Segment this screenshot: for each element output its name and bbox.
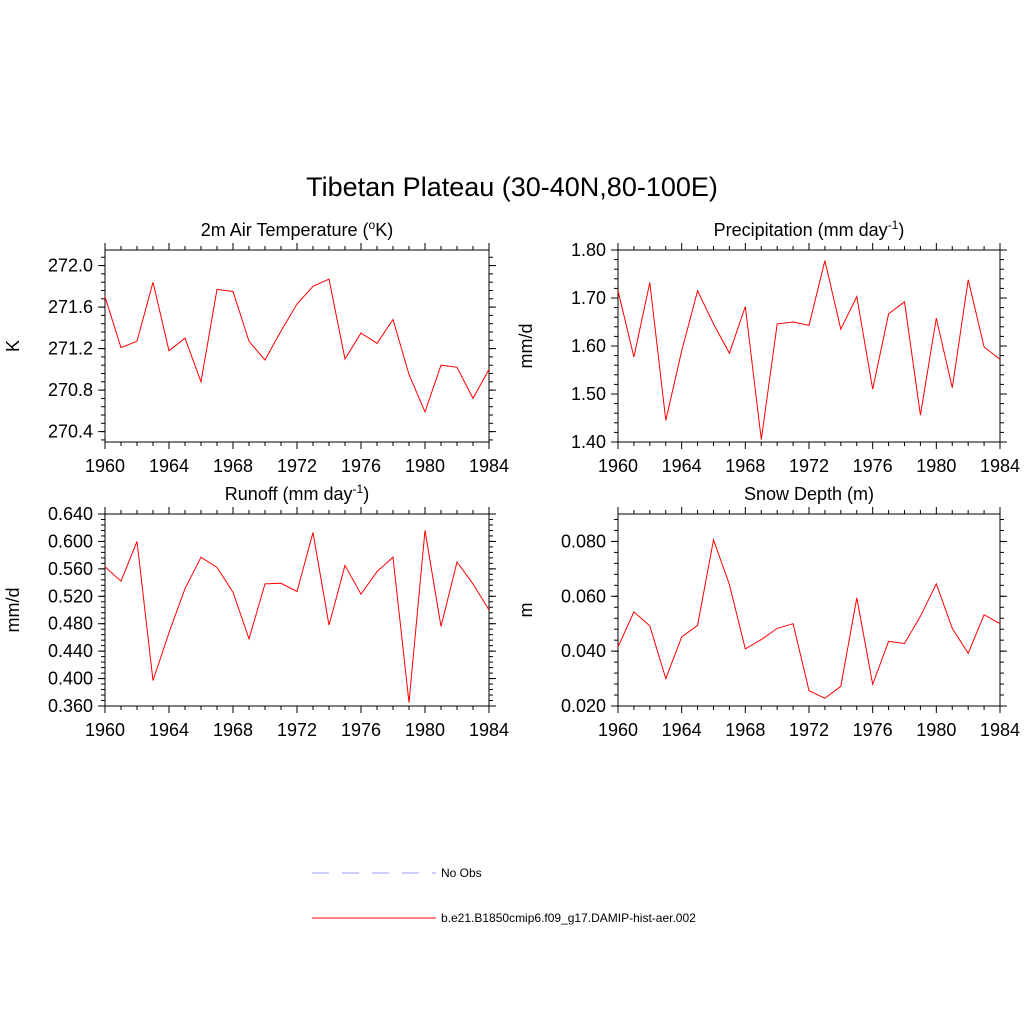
x-tick-label: 1972: [277, 456, 317, 476]
main-title: Tibetan Plateau (30-40N,80-100E): [306, 172, 718, 202]
y-tick-label: 0.600: [48, 531, 93, 551]
panels: 2m Air Temperature (oK) K 1960 1964 1968 1972…: [3, 218, 1020, 740]
y-tick-label: 270.8: [48, 380, 93, 400]
y-tick-label: 0.400: [48, 669, 93, 689]
panel-precipitation: Precipitation (mm day-1) mm/d 1960 1964 1968…: [516, 218, 1020, 476]
y-tick-label: 1.70: [571, 288, 606, 308]
x-tick-label: 1968: [725, 456, 765, 476]
x-tick-label: 1984: [469, 720, 509, 740]
y-tick-label: 1.50: [571, 384, 606, 404]
y-tick-label: 0.360: [48, 696, 93, 716]
panel-runoff: Runoff (mm day-1) mm/d 1960 1964 1968 1972 197…: [3, 482, 509, 740]
panel-title: 2m Air Temperature (oK): [201, 218, 393, 240]
panel-title: Runoff (mm day-1): [225, 482, 369, 504]
x-tick-label: 1972: [789, 456, 829, 476]
y-tick-label: 1.40: [571, 432, 606, 452]
y-tick-label: 272.0: [48, 256, 93, 276]
y-tick-label: 0.080: [561, 531, 606, 551]
x-tick-label: 1980: [916, 720, 956, 740]
y-tick-label: 0.520: [48, 586, 93, 606]
x-tick-label: 1964: [149, 720, 189, 740]
y-tick-label: 0.560: [48, 559, 93, 579]
x-tick-label: 1964: [662, 456, 702, 476]
y-tick-label: 270.4: [48, 422, 93, 442]
x-tick-label: 1960: [85, 456, 125, 476]
y-tick-label: 271.6: [48, 297, 93, 317]
x-tick-label: 1984: [469, 456, 509, 476]
x-tick-label: 1972: [789, 720, 829, 740]
y-tick-label: 0.640: [48, 504, 93, 524]
x-tick-label: 1976: [853, 720, 893, 740]
x-tick-label: 1980: [916, 456, 956, 476]
x-tick-label: 1980: [405, 456, 445, 476]
x-tick-label: 1976: [341, 456, 381, 476]
x-tick-label: 1968: [213, 720, 253, 740]
legend-model-label: b.e21.B1850cmip6.f09_g17.DAMIP-hist-aer.…: [441, 911, 696, 925]
x-tick-label: 1980: [405, 720, 445, 740]
x-tick-label: 1976: [853, 456, 893, 476]
series-line: [104, 278, 490, 414]
x-tick-label: 1964: [149, 456, 189, 476]
x-tick-label: 1968: [213, 456, 253, 476]
y-tick-label: 1.80: [571, 240, 606, 260]
y-tick-label: 0.020: [561, 696, 606, 716]
x-tick-label: 1964: [662, 720, 702, 740]
x-tick-label: 1968: [725, 720, 765, 740]
x-tick-label: 1984: [980, 720, 1020, 740]
series-line: [617, 537, 1001, 699]
legend-obs-label: No Obs: [441, 866, 482, 880]
y-tick-label: 0.440: [48, 641, 93, 661]
panel-title: Snow Depth (m): [744, 484, 874, 504]
x-tick-label: 1984: [980, 456, 1020, 476]
plot-frame: [104, 249, 490, 443]
x-tick-label: 1960: [598, 720, 638, 740]
y-tick-label: 0.060: [561, 586, 606, 606]
plot-frame: [617, 513, 1001, 707]
panel-snow-depth: Snow Depth (m) m 1960 1964 1968 1972 1976 1980 1…: [516, 484, 1020, 740]
y-tick-label: 0.040: [561, 641, 606, 661]
x-tick-label: 1960: [598, 456, 638, 476]
y-tick-label: 0.480: [48, 614, 93, 634]
plot-frame: [104, 513, 490, 707]
y-axis-label: K: [3, 340, 23, 352]
legend: No Obs b.e21.B1850cmip6.f09_g17.DAMIP-hi…: [312, 866, 696, 925]
y-tick-label: 1.60: [571, 336, 606, 356]
panel-title: Precipitation (mm day-1): [714, 218, 905, 240]
panel-temperature: 2m Air Temperature (oK) K 1960 1964 1968 1972…: [3, 218, 509, 476]
x-tick-label: 1976: [341, 720, 381, 740]
y-axis-label: mm/d: [516, 324, 536, 369]
x-tick-label: 1960: [85, 720, 125, 740]
series-line: [617, 260, 1001, 440]
y-tick-label: 271.2: [48, 339, 93, 359]
series-line: [104, 530, 490, 703]
y-axis-label: mm/d: [3, 588, 23, 633]
y-axis-label: m: [516, 603, 536, 618]
x-tick-label: 1972: [277, 720, 317, 740]
